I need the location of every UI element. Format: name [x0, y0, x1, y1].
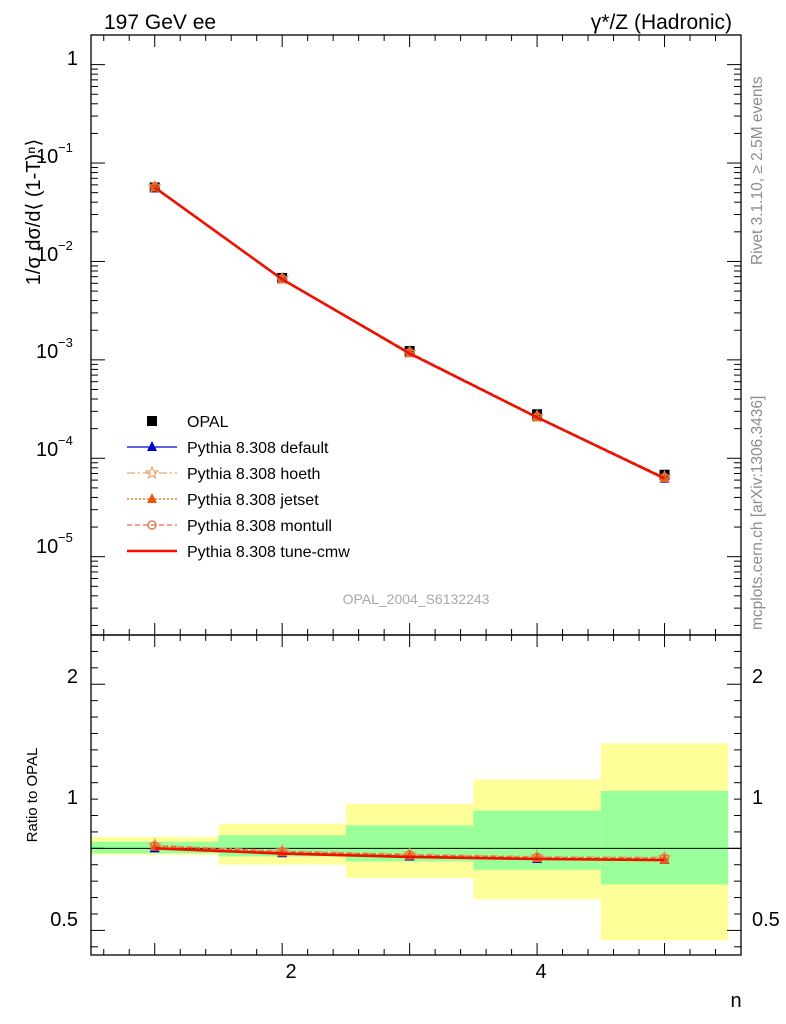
- ratio-line-pythia-8-308-tune-cmw: [154, 847, 665, 862]
- svg-text:10: 10: [36, 439, 58, 461]
- main-point-pythia-8-308-montull: [150, 182, 160, 192]
- legend-markers: [127, 416, 177, 553]
- ratio-frame: [90, 634, 742, 956]
- ratio-point-pythia-8-308-montull: [150, 841, 160, 851]
- y-tick-label-1e-4: 10 −4: [36, 433, 73, 461]
- legend: OPAL Pythia 8.308 default Pythia 8.308 h…: [187, 414, 350, 561]
- ratio-point-pythia-8-308-montull: [532, 852, 542, 863]
- y-tick-label-1e-5: 10 −5: [36, 530, 73, 558]
- ratio-y-tick-label-0.5-left: 0.5: [50, 909, 78, 931]
- x-axis-label: n: [730, 990, 741, 1012]
- legend-label-jetset: Pythia 8.308 jetset: [187, 492, 319, 509]
- ratio-y-tick-label-1-left: 1: [67, 787, 78, 809]
- ratio-line-pythia-8-308-hoeth: [154, 844, 665, 859]
- header-left: 197 GeV ee: [104, 11, 216, 34]
- svg-text:−5: −5: [58, 530, 73, 545]
- ratio-ylabel: Ratio to OPAL: [24, 748, 41, 843]
- y-tick-label-1e-3: 10 −3: [36, 335, 73, 363]
- svg-text:10: 10: [36, 244, 58, 266]
- svg-text:10: 10: [36, 146, 58, 168]
- ratio-point-pythia-8-308-montull: [659, 853, 670, 863]
- header-right: γ*/Z (Hadronic): [591, 11, 732, 34]
- ratio-line-pythia-8-308-montull: [154, 845, 665, 859]
- ratio-y-tick-label-1-right: 1: [752, 787, 763, 809]
- rivet-version-text: Rivet 3.1.10, ≥ 2.5M events: [749, 76, 766, 265]
- y-tick-label-1: 1: [67, 48, 78, 70]
- mcplots-text: mcplots.cern.ch [arXiv:1306.3436]: [749, 396, 766, 630]
- x-tick-label-2: 2: [285, 961, 296, 983]
- svg-text:10: 10: [36, 536, 58, 558]
- svg-text:10: 10: [36, 341, 58, 363]
- x-tick-label-4: 4: [535, 961, 546, 983]
- main-point-pythia-8-308-montull: [277, 274, 287, 284]
- main-line-pythia-8-308-montull: [154, 186, 665, 478]
- main-line-pythia-8-308-hoeth: [154, 186, 665, 478]
- main-line-pythia-8-308-jetset: [154, 186, 665, 479]
- ratio-series: [147, 837, 672, 864]
- main-line-pythia-8-308-default: [154, 187, 665, 480]
- y-tick-label-1e-2: 10 −2: [36, 238, 73, 266]
- legend-label-tune-cmw: Pythia 8.308 tune-cmw: [187, 544, 350, 561]
- main-ylabel: 1/σ dσ/d⟨ (1-T)ⁿ⟩: [23, 139, 45, 286]
- legend-label-opal: OPAL: [187, 414, 229, 431]
- ratio-uncertainty-bands: [91, 743, 729, 941]
- band-inner-4: [600, 790, 729, 885]
- svg-text:−3: −3: [58, 335, 73, 350]
- ratio-y-tick-label-2-left: 2: [67, 666, 78, 688]
- main-y-tick-labels: 1 10 −1 10 −2 10 −3 10 −4 10 −5: [36, 48, 78, 558]
- ratio-point-pythia-8-308-montull: [277, 846, 287, 857]
- y-tick-label-1e-1: 10 −1: [36, 140, 73, 168]
- svg-text:−2: −2: [58, 238, 73, 253]
- legend-label-default: Pythia 8.308 default: [187, 440, 329, 457]
- legend-marker-pythia-8-308-montull: [147, 520, 157, 530]
- analysis-watermark: OPAL_2004_S6132243: [343, 591, 490, 607]
- axes-frames: [90, 34, 742, 956]
- legend-label-montull: Pythia 8.308 montull: [187, 518, 332, 535]
- legend-marker-pythia-8-308-default: [147, 441, 157, 451]
- svg-text:−1: −1: [58, 140, 73, 155]
- main-series: [147, 179, 672, 484]
- main-line-pythia-8-308-tune-cmw: [153, 186, 666, 480]
- legend-marker-opal: [147, 416, 157, 426]
- ratio-y-tick-label-2-right: 2: [752, 666, 763, 688]
- ratio-point-pythia-8-308-montull: [404, 850, 415, 860]
- legend-marker-pythia-8-308-jetset: [147, 493, 157, 503]
- ratio-y-tick-label-0.5-right: 0.5: [752, 909, 780, 931]
- svg-text:−4: −4: [58, 433, 73, 448]
- legend-label-hoeth: Pythia 8.308 hoeth: [187, 466, 320, 483]
- legend-marker-pythia-8-308-hoeth: [144, 465, 160, 480]
